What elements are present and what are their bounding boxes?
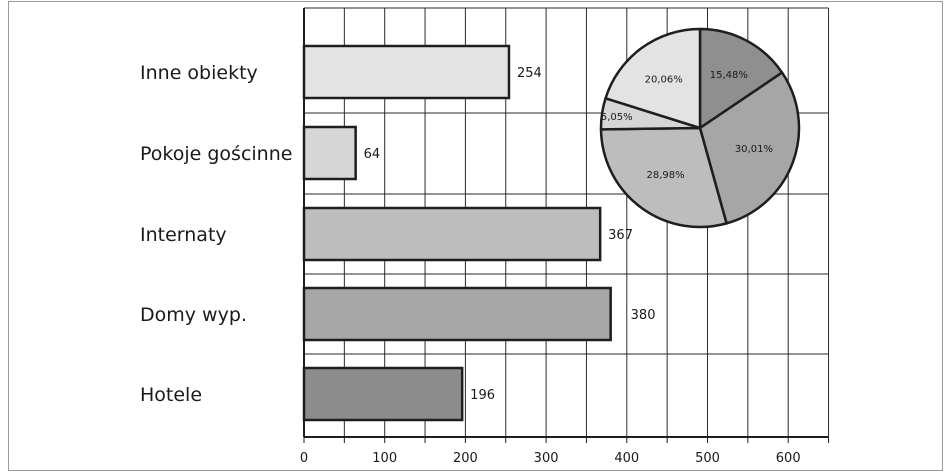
x-tick-label: 600	[776, 451, 801, 464]
pie-chart: 15,48% 30,01% 28,98% 5,05% 20,06%	[599, 27, 801, 229]
pie-slice-label: 20,06%	[645, 75, 683, 86]
x-tick-label: 100	[372, 451, 397, 464]
x-tick-label: 500	[695, 451, 720, 464]
value-label: 196	[470, 388, 495, 403]
pie-slice-label: 30,01%	[735, 144, 773, 155]
pie-slice	[698, 27, 784, 130]
pie-slice	[698, 71, 801, 225]
category-label: Pokoje gościnne	[140, 143, 292, 165]
pie-slice-label: 5,05%	[601, 112, 633, 123]
value-label: 254	[517, 66, 542, 81]
value-label: 367	[608, 228, 633, 243]
category-label: Hotele	[140, 384, 202, 406]
x-axis: 0 100 200 300 400 500 600	[300, 8, 830, 464]
bar	[302, 366, 464, 422]
x-tick-label: 400	[614, 451, 639, 464]
value-label: 64	[364, 147, 381, 162]
x-tick-label: 200	[453, 451, 478, 464]
bar	[302, 44, 511, 100]
bar	[302, 286, 612, 342]
value-label: 380	[631, 308, 656, 323]
pie-slice-label: 15,48%	[710, 70, 748, 81]
pie-slice-label: 28,98%	[647, 170, 685, 181]
bar	[302, 125, 357, 181]
x-tick-label: 300	[534, 451, 559, 464]
pie-slice	[599, 126, 728, 229]
bars: Inne obiekty 254 Pokoje gościnne 64 Internat…	[140, 44, 656, 422]
category-label: Internaty	[140, 224, 227, 246]
category-label: Domy wyp.	[140, 304, 247, 326]
category-label: Inne obiekty	[140, 62, 258, 84]
x-tick-label: 0	[300, 451, 308, 464]
pie-slice	[604, 27, 702, 130]
bar	[302, 206, 602, 262]
